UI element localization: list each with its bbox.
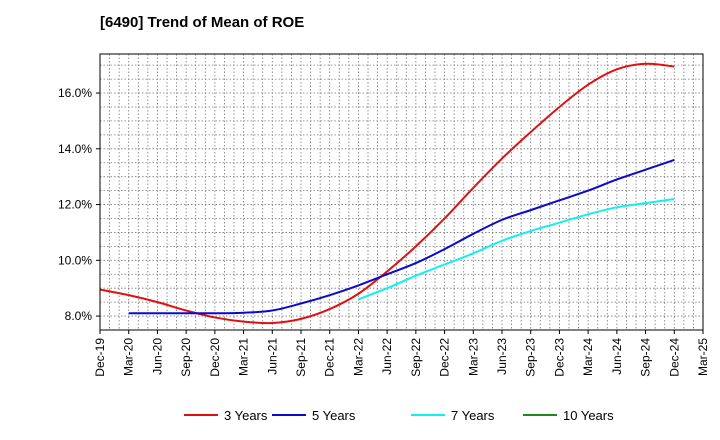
legend: 3 Years 5 Years 7 Years 10 Years <box>184 408 614 423</box>
grid-layer <box>100 54 703 330</box>
legend-label: 5 Years <box>312 408 356 423</box>
x-tick-label: Mar-22 <box>351 338 365 376</box>
x-tick-label: Sep-20 <box>179 338 193 377</box>
x-tick-label: Mar-23 <box>466 338 480 376</box>
y-tick-label: 16.0% <box>58 86 92 100</box>
line-layer <box>99 62 675 325</box>
x-tick-label: Jun-22 <box>380 338 394 375</box>
x-tick-label: Dec-20 <box>208 338 222 377</box>
x-tick-label: Jun-24 <box>610 338 624 375</box>
legend-label: 10 Years <box>563 408 614 423</box>
x-tick-label: Mar-21 <box>237 338 251 376</box>
x-tick-label: Sep-24 <box>639 338 653 377</box>
x-tick-label: Jun-21 <box>265 338 279 375</box>
y-axis: 8.0% 10.0% 12.0% 14.0% 16.0% <box>58 86 100 323</box>
y-tick-label: 12.0% <box>58 198 92 212</box>
legend-label: 3 Years <box>224 408 268 423</box>
x-tick-label: Sep-22 <box>409 338 423 377</box>
x-tick-label: Mar-25 <box>696 338 710 376</box>
x-tick-label: Sep-23 <box>524 338 538 377</box>
y-tick-label: 10.0% <box>58 253 92 267</box>
x-tick-label: Dec-21 <box>323 338 337 377</box>
x-tick-label: Mar-24 <box>581 338 595 376</box>
x-tick-label: Jun-23 <box>495 338 509 375</box>
x-tick-label: Sep-21 <box>294 338 308 377</box>
series-line-3-years <box>99 62 675 325</box>
y-tick-label: 8.0% <box>65 309 93 323</box>
series-line-7-years <box>358 197 675 301</box>
series-line-5-years <box>128 158 675 315</box>
chart-title: [6490] Trend of Mean of ROE <box>100 14 305 31</box>
x-tick-label: Mar-20 <box>122 338 136 376</box>
x-tick-label: Dec-19 <box>93 338 107 377</box>
x-tick-label: Jun-20 <box>150 338 164 375</box>
x-tick-label: Dec-24 <box>667 338 681 377</box>
plot-frame <box>99 53 704 331</box>
y-tick-label: 14.0% <box>58 142 92 156</box>
x-axis: Dec-19 Mar-20 Jun-20 Sep-20 Dec-20 Mar-21 Jun-… <box>93 330 710 377</box>
legend-label: 7 Years <box>451 408 495 423</box>
x-tick-label: Dec-23 <box>552 338 566 377</box>
x-tick-label: Dec-22 <box>438 338 452 377</box>
